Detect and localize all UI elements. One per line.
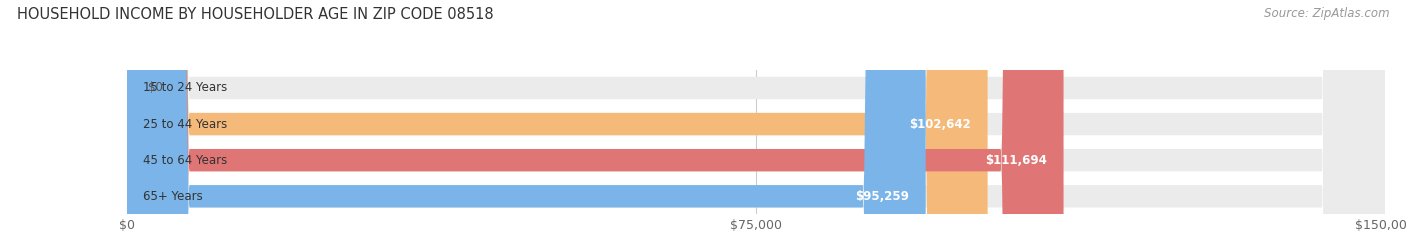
Text: 15 to 24 Years: 15 to 24 Years xyxy=(143,82,228,94)
FancyBboxPatch shape xyxy=(127,0,925,233)
Text: Source: ZipAtlas.com: Source: ZipAtlas.com xyxy=(1264,7,1389,20)
FancyBboxPatch shape xyxy=(127,0,1385,233)
FancyBboxPatch shape xyxy=(127,0,987,233)
Text: $0: $0 xyxy=(148,82,162,94)
FancyBboxPatch shape xyxy=(127,0,1385,233)
Text: 25 to 44 Years: 25 to 44 Years xyxy=(143,118,228,130)
FancyBboxPatch shape xyxy=(127,0,1063,233)
Text: $95,259: $95,259 xyxy=(855,190,908,203)
Text: 65+ Years: 65+ Years xyxy=(143,190,202,203)
Text: $111,694: $111,694 xyxy=(984,154,1047,167)
Text: 45 to 64 Years: 45 to 64 Years xyxy=(143,154,228,167)
Text: $102,642: $102,642 xyxy=(910,118,970,130)
Text: HOUSEHOLD INCOME BY HOUSEHOLDER AGE IN ZIP CODE 08518: HOUSEHOLD INCOME BY HOUSEHOLDER AGE IN Z… xyxy=(17,7,494,22)
FancyBboxPatch shape xyxy=(127,0,1385,233)
FancyBboxPatch shape xyxy=(127,0,1385,233)
